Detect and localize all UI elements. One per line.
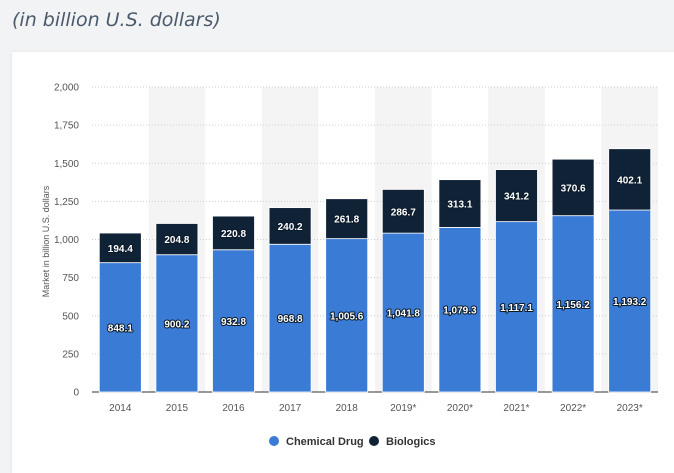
data-label-biologics: 370.6 — [561, 183, 586, 194]
data-label-chemical-drug: 968.8 — [278, 314, 303, 325]
chart-card: 0 250 500 750 1,000 1,250 1,500 1,750 2,000 Marke… — [12, 52, 674, 473]
bar-chemical-drug[interactable] — [495, 221, 538, 393]
data-label-biologics: 240.2 — [278, 222, 303, 233]
bar-biologics[interactable] — [608, 148, 652, 211]
data-label-biologics: 204.8 — [164, 235, 189, 246]
data-label-chemical-drug: 900.2 — [164, 319, 189, 330]
data-label-chemical-drug: 1,079.3 — [443, 306, 477, 317]
bar-chemical-drug[interactable] — [155, 254, 199, 393]
bar-biologics[interactable] — [438, 179, 482, 228]
y-axis-label: Market in billion U.S. dollars — [41, 185, 51, 297]
legend-marker-chemical-drug — [269, 436, 279, 446]
data-label-biologics: 286.7 — [391, 207, 416, 218]
bar-chemical-drug[interactable] — [212, 249, 255, 393]
x-tick-label: 2018 — [336, 403, 359, 414]
bar-biologics[interactable] — [381, 189, 425, 234]
y-tick-label: 0 — [73, 388, 79, 399]
data-label-biologics: 341.2 — [504, 192, 529, 203]
bar-biologics[interactable] — [268, 207, 312, 245]
bar-chemical-drug[interactable] — [325, 238, 369, 393]
y-tick-label: 500 — [62, 311, 79, 322]
data-label-biologics: 313.1 — [447, 200, 472, 211]
x-tick-label: 2021* — [503, 403, 529, 414]
bar-chemical-drug[interactable] — [268, 243, 312, 393]
bar-chemical-drug[interactable] — [438, 227, 482, 393]
data-label-chemical-drug: 848.1 — [108, 323, 133, 334]
legend-label-biologics[interactable]: Biologics — [386, 436, 436, 448]
y-tick-label: 1,250 — [54, 197, 79, 208]
bar-chemical-drug[interactable] — [551, 215, 595, 393]
y-tick-label: 1,500 — [54, 159, 79, 170]
data-label-biologics: 402.1 — [617, 175, 642, 186]
data-label-biologics: 220.8 — [221, 229, 246, 240]
chart-subtitle: (in billion U.S. dollars) — [12, 9, 221, 31]
bar-biologics[interactable] — [155, 223, 199, 256]
x-tick-label: 2016 — [222, 403, 245, 414]
stacked-bar-chart: 0 250 500 750 1,000 1,250 1,500 1,750 2,000 Marke… — [41, 83, 658, 448]
legend-label-chemical-drug[interactable]: Chemical Drug — [286, 436, 364, 448]
data-label-chemical-drug: 1,041.8 — [387, 309, 421, 320]
bar-biologics[interactable] — [98, 232, 142, 264]
data-label-chemical-drug: 932.8 — [221, 317, 246, 328]
y-tick-label: 1,750 — [54, 121, 79, 132]
bar-biologics[interactable] — [212, 215, 255, 251]
data-label-chemical-drug: 1,117.1 — [500, 303, 533, 314]
x-tick-label: 2023* — [617, 403, 643, 414]
data-label-chemical-drug: 1,005.6 — [330, 311, 364, 322]
bar-biologics[interactable] — [551, 158, 595, 217]
x-tick-label: 2022* — [560, 403, 586, 414]
bar-chemical-drug[interactable] — [98, 262, 142, 393]
x-tick-label: 2020* — [447, 403, 473, 414]
x-tick-label: 2015 — [166, 403, 189, 414]
data-label-biologics: 261.8 — [334, 215, 359, 226]
y-tick-label: 250 — [62, 349, 79, 360]
x-tick-label: 2017 — [279, 403, 302, 414]
x-tick-label: 2019* — [390, 403, 416, 414]
data-label-chemical-drug: 1,193.2 — [613, 297, 647, 308]
bar-biologics[interactable] — [325, 198, 369, 240]
x-tick-label: 2014 — [109, 403, 132, 414]
legend-marker-biologics — [369, 436, 379, 446]
data-label-biologics: 194.4 — [108, 244, 133, 255]
y-tick-label: 2,000 — [54, 83, 79, 94]
bar-biologics[interactable] — [495, 169, 538, 223]
y-tick-label: 750 — [62, 273, 79, 284]
data-label-chemical-drug: 1,156.2 — [556, 300, 590, 311]
bar-chemical-drug[interactable] — [381, 232, 425, 393]
y-tick-label: 1,000 — [54, 235, 79, 246]
